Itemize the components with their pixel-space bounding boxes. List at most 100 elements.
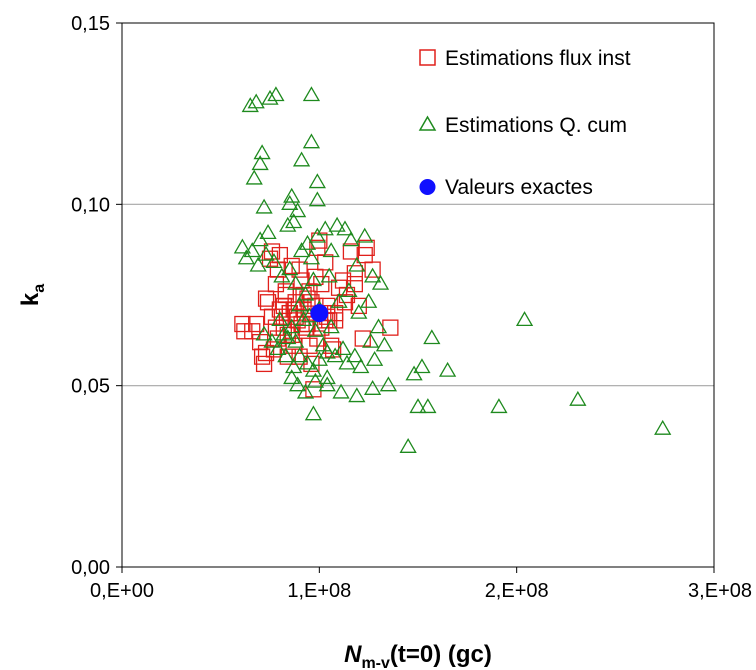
point-s1-2 bbox=[253, 144, 271, 160]
x-axis-title-sub: m-v bbox=[361, 655, 390, 670]
point-s1-28 bbox=[336, 220, 354, 236]
point-s1-70 bbox=[310, 350, 328, 366]
point-s1-33 bbox=[371, 274, 390, 290]
point-s1-27 bbox=[328, 216, 346, 232]
point-s1-6 bbox=[245, 169, 263, 185]
point-s1-95 bbox=[515, 311, 534, 327]
legend-label-flux: Estimations flux inst bbox=[445, 47, 631, 70]
point-s1-53 bbox=[275, 325, 293, 341]
point-s1-7 bbox=[251, 155, 269, 171]
point-s0-46 bbox=[354, 330, 371, 347]
y-axis-title-sub: a bbox=[31, 284, 48, 293]
legend-label-qcum: Estimations Q. cum bbox=[445, 114, 627, 137]
point-s1-20 bbox=[289, 202, 307, 218]
legend-marker-qcum bbox=[418, 115, 437, 131]
point-s0-4 bbox=[255, 355, 273, 373]
point-s1-47 bbox=[330, 292, 348, 308]
data-points bbox=[233, 86, 672, 453]
point-s2-0 bbox=[310, 304, 329, 323]
point-s1-31 bbox=[356, 227, 374, 243]
x-axis-title-rest: (t=0) (gc) bbox=[390, 641, 492, 668]
point-s1-48 bbox=[340, 282, 358, 298]
point-s1-96 bbox=[569, 390, 587, 406]
point-s1-78 bbox=[289, 376, 307, 392]
x-axis-title: Nm-v(t=0) (gc) bbox=[344, 641, 492, 670]
point-s1-83 bbox=[348, 387, 366, 403]
point-s1-24 bbox=[308, 227, 326, 243]
point-s1-63 bbox=[346, 347, 364, 363]
point-s1-3 bbox=[261, 89, 279, 105]
point-s1-55 bbox=[283, 318, 301, 334]
point-s1-91 bbox=[419, 398, 437, 414]
gridlines bbox=[122, 203, 714, 387]
point-s1-10 bbox=[302, 133, 321, 149]
point-s1-76 bbox=[379, 376, 398, 392]
point-s1-1 bbox=[247, 93, 265, 109]
point-s1-52 bbox=[271, 311, 289, 327]
point-s0-76 bbox=[307, 268, 324, 286]
legend-marker-exact bbox=[419, 179, 436, 195]
point-s1-15 bbox=[251, 231, 269, 247]
point-s1-99 bbox=[263, 332, 281, 348]
y-tick-label-2: 0,10 bbox=[71, 194, 110, 216]
legend: Estimations flux inst Estimations Q. cum… bbox=[418, 47, 631, 199]
point-s0-68 bbox=[346, 265, 364, 282]
point-s1-12 bbox=[308, 173, 326, 189]
x-axis-title-main: N bbox=[344, 641, 362, 668]
point-s1-80 bbox=[306, 372, 325, 388]
point-s1-85 bbox=[304, 405, 323, 421]
point-s0-66 bbox=[326, 312, 344, 329]
point-s1-93 bbox=[438, 361, 457, 377]
x-tick-label-0: 0,E+00 bbox=[90, 580, 154, 602]
point-s1-100 bbox=[269, 340, 287, 356]
point-s0-45 bbox=[350, 297, 367, 315]
point-s1-51 bbox=[369, 318, 388, 334]
point-s0-67 bbox=[336, 294, 354, 311]
point-s1-21 bbox=[292, 242, 311, 258]
point-s1-40 bbox=[281, 260, 299, 276]
point-s1-57 bbox=[294, 311, 313, 327]
point-s1-4 bbox=[267, 86, 285, 102]
y-axis-title: ka bbox=[17, 284, 48, 306]
point-s1-14 bbox=[308, 191, 326, 207]
point-s1-90 bbox=[413, 358, 431, 374]
point-s1-41 bbox=[287, 274, 305, 290]
point-s1-59 bbox=[306, 321, 325, 337]
point-s1-18 bbox=[281, 195, 299, 210]
point-s1-30 bbox=[348, 256, 366, 272]
point-s1-88 bbox=[405, 365, 423, 381]
point-s1-98 bbox=[255, 325, 273, 341]
legend-label-exact: Valeurs exactes bbox=[445, 176, 593, 199]
point-s1-37 bbox=[257, 245, 275, 261]
point-s1-81 bbox=[318, 369, 336, 385]
point-s1-13 bbox=[283, 187, 301, 203]
point-s1-17 bbox=[279, 216, 297, 232]
point-s1-5 bbox=[302, 86, 321, 102]
point-s1-42 bbox=[290, 296, 309, 312]
plot-area bbox=[121, 22, 715, 568]
point-s1-32 bbox=[363, 267, 382, 283]
point-s1-73 bbox=[338, 354, 356, 370]
point-s0-79 bbox=[281, 304, 298, 322]
point-s1-50 bbox=[360, 292, 378, 308]
point-s1-79 bbox=[296, 383, 315, 399]
point-s1-62 bbox=[334, 340, 352, 356]
point-s1-54 bbox=[279, 329, 297, 345]
point-s0-50 bbox=[236, 323, 253, 340]
point-s1-92 bbox=[423, 329, 441, 345]
point-s1-11 bbox=[292, 151, 311, 167]
point-s1-101 bbox=[277, 347, 295, 363]
y-tick-label-1: 0,05 bbox=[71, 376, 110, 398]
point-s1-67 bbox=[290, 347, 309, 363]
point-s1-75 bbox=[365, 350, 384, 366]
point-s1-46 bbox=[320, 267, 338, 283]
point-s1-25 bbox=[316, 220, 334, 236]
point-s1-19 bbox=[285, 213, 303, 229]
point-s1-39 bbox=[273, 267, 291, 283]
axis-ticks: 0,00 0,05 0,10 0,15 0,E+00 1,E+08 2,E+08 3,E+08 bbox=[71, 13, 752, 602]
point-s1-49 bbox=[350, 303, 368, 319]
point-s1-29 bbox=[342, 231, 360, 247]
point-s1-44 bbox=[304, 271, 323, 287]
point-s1-71 bbox=[318, 343, 336, 359]
